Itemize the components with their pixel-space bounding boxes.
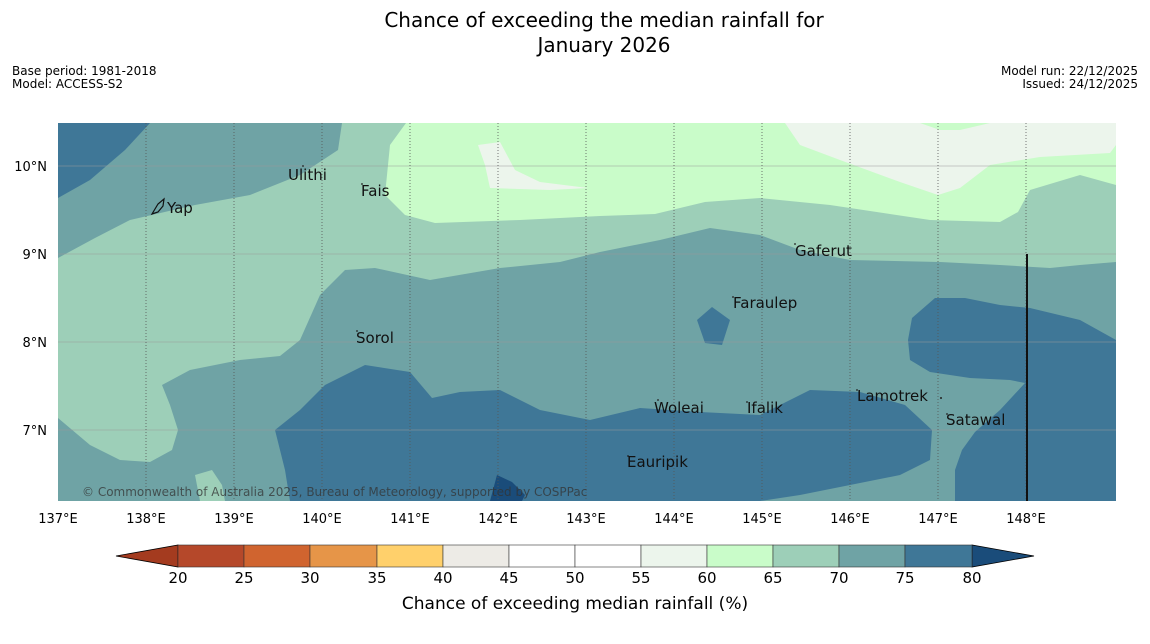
place-yap: Yap [166, 199, 193, 217]
place-ulithi: Ulithi [288, 166, 327, 184]
colorbar-band-45-50 [508, 544, 576, 568]
lon-tick-144: 144°E [654, 512, 694, 527]
colorbar-band-70-75 [838, 544, 906, 568]
region-75-80-south [275, 365, 932, 501]
place-sorol: Sorol [356, 329, 394, 347]
place-faraulep: Faraulep [733, 294, 797, 312]
colorbar: 20 25 30 35 40 45 50 55 60 65 70 75 80 [115, 544, 1035, 587]
region-65-70-patch [195, 470, 225, 501]
place-gaferut: Gaferut [795, 242, 852, 260]
colorbar-under-triangle [115, 544, 179, 568]
colorbar-over-triangle [971, 544, 1035, 568]
colorbar-tick-75: 75 [895, 569, 914, 587]
colorbar-band-35-40 [376, 544, 444, 568]
region-75-80-faraulep [697, 307, 730, 345]
colorbar-tick-65: 65 [763, 569, 782, 587]
place-satawal: Satawal [946, 411, 1005, 429]
colorbar-band-40-45 [442, 544, 510, 568]
lon-tick-137: 137°E [38, 512, 78, 527]
lon-tick-139: 139°E [214, 512, 254, 527]
colorbar-tick-45: 45 [499, 569, 518, 587]
lat-tick-10: 10°N [14, 160, 47, 175]
colorbar-band-65-70 [772, 544, 840, 568]
lat-tick-7: 7°N [23, 424, 48, 439]
region-75-80-north [58, 123, 150, 198]
meta-left: Base period: 1981-2018 Model: ACCESS-S2 [12, 65, 157, 91]
colorbar-tick-60: 60 [697, 569, 716, 587]
place-eauripik: Eauripik [627, 453, 688, 471]
region-80-plus [490, 475, 525, 501]
title-line-1: Chance of exceeding the median rainfall … [384, 8, 824, 32]
colorbar-tick-50: 50 [565, 569, 584, 587]
lon-tick-148: 148°E [1006, 512, 1046, 527]
island-markers [302, 165, 948, 457]
colorbar-tick-30: 30 [300, 569, 319, 587]
colorbar-band-25-30 [243, 544, 311, 568]
colorbar-tick-70: 70 [829, 569, 848, 587]
meta-right: Model run: 22/12/2025 Issued: 24/12/2025 [1001, 65, 1138, 91]
model-run: Model run: 22/12/2025 [1000, 64, 1138, 78]
colorbar-band-75-80 [904, 544, 973, 568]
place-ifalik: Ifalik [747, 399, 783, 417]
colorbar-tick-55: 55 [631, 569, 650, 587]
colorbar-band-50-55 [574, 544, 642, 568]
colorbar-band-60-65 [706, 544, 774, 568]
colorbar-band-30-35 [309, 544, 378, 568]
region-55-60-east [785, 123, 1116, 195]
model-name: Model: ACCESS-S2 [12, 77, 124, 91]
title-line-2: January 2026 [537, 33, 671, 57]
colorbar-tick-20: 20 [168, 569, 187, 587]
lat-tick-8: 8°N [23, 336, 48, 351]
colorbar-tick-25: 25 [234, 569, 253, 587]
region-75-80-east [908, 298, 1116, 501]
lon-tick-138: 138°E [126, 512, 166, 527]
lon-tick-141: 141°E [390, 512, 430, 527]
place-lamotrek: Lamotrek [857, 387, 928, 405]
map-title: Chance of exceeding the median rainfall … [0, 8, 1150, 58]
base-period: Base period: 1981-2018 [12, 64, 157, 78]
lon-tick-145: 145°E [742, 512, 782, 527]
map-panel: Yap Ulithi Fais Gaferut Faraulep Sorol W… [58, 123, 1116, 501]
lat-tick-9: 9°N [23, 248, 48, 263]
yap-island [150, 197, 165, 216]
colorbar-band-20-25 [177, 544, 245, 568]
lon-tick-146: 146°E [830, 512, 870, 527]
colorbar-tick-35: 35 [367, 569, 386, 587]
place-fais: Fais [361, 182, 390, 200]
copyright: © Commonwealth of Australia 2025, Bureau… [82, 485, 587, 499]
place-woleai: Woleai [654, 399, 704, 417]
lon-tick-140: 140°E [302, 512, 342, 527]
lon-tick-142: 142°E [478, 512, 518, 527]
colorbar-band-55-60 [640, 544, 708, 568]
colorbar-label: Chance of exceeding median rainfall (%) [401, 594, 749, 614]
lon-tick-147: 147°E [918, 512, 958, 527]
region-55-60-west [478, 142, 588, 190]
lon-tick-143: 143°E [566, 512, 606, 527]
colorbar-tick-40: 40 [433, 569, 452, 587]
colorbar-tick-80: 80 [962, 569, 981, 587]
region-70-75-north [58, 123, 342, 258]
issued-date: Issued: 24/12/2025 [1022, 77, 1138, 91]
